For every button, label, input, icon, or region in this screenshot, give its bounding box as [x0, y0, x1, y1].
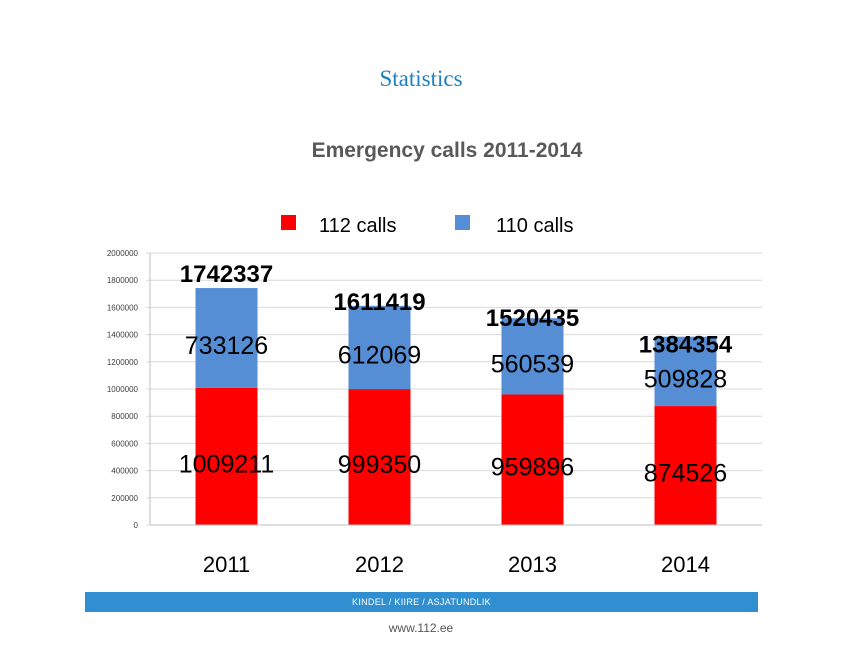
legend-swatch-112 [281, 215, 296, 230]
data-label-112-2013: 959896 [491, 454, 574, 482]
legend-label-110: 110 calls [496, 215, 573, 237]
bar-110-calls-2012 [348, 305, 411, 390]
y-tick-label: 0 [134, 521, 139, 530]
x-tick-label-2012: 2012 [355, 552, 404, 577]
bar-112-calls-2012 [348, 389, 411, 525]
y-tick-label: 400000 [111, 467, 138, 476]
legend-swatch-110 [455, 215, 470, 230]
data-label-112-2011: 1009211 [179, 450, 274, 478]
bar-112-calls-2014 [654, 406, 717, 525]
data-label-112-2014: 874526 [644, 460, 727, 488]
y-tick-label: 1200000 [107, 358, 139, 367]
bar-112-calls-2011 [195, 387, 258, 525]
data-label-110-2012: 612069 [338, 341, 421, 369]
data-label-total-2014: 1384354 [639, 332, 733, 359]
bar-112-calls-2013 [501, 394, 564, 525]
y-tick-label: 1800000 [107, 276, 139, 285]
footer-slogan-band: KINDEL / KIIRE / ASJATUNDLIK [85, 592, 758, 612]
data-label-110-2014: 509828 [644, 365, 727, 393]
y-tick-label: 2000000 [107, 249, 139, 258]
chart-bars [195, 288, 717, 525]
y-tick-label: 600000 [111, 439, 138, 448]
x-tick-label-2014: 2014 [661, 552, 710, 577]
y-tick-label: 200000 [111, 494, 138, 503]
data-label-110-2011: 733126 [185, 332, 268, 360]
page-title: Statistics [379, 66, 463, 91]
y-tick-label: 1600000 [107, 303, 139, 312]
y-tick-label: 1000000 [107, 385, 139, 394]
bar-110-calls-2011 [195, 288, 258, 388]
chart-title: Emergency calls 2011-2014 [312, 139, 583, 162]
legend-label-112: 112 calls [319, 215, 396, 237]
y-tick-label: 1400000 [107, 331, 139, 340]
data-label-112-2012: 999350 [338, 451, 421, 479]
x-tick-label-2011: 2011 [203, 552, 250, 577]
stacked-bar-chart: Emergency calls 2011-2014 112 calls 110 c… [107, 139, 762, 577]
x-tick-label-2013: 2013 [508, 552, 557, 577]
bar-110-calls-2014 [654, 336, 717, 407]
data-label-total-2011: 1742337 [180, 261, 273, 288]
x-axis: 2011 2012 2013 2014 [150, 524, 762, 577]
bar-110-calls-2013 [501, 318, 564, 395]
data-label-total-2013: 1520435 [486, 305, 579, 332]
chart-data-labels: 1009211 733126 1742337 999350 612069 1611419 9… [179, 261, 733, 487]
y-axis: 0 200000 400000 600000 800000 1000000 1200000 1… [107, 249, 151, 530]
chart-legend: 112 calls 110 calls [281, 215, 573, 237]
y-tick-label: 800000 [111, 412, 138, 421]
footer-url: www.112.ee [388, 621, 454, 635]
data-label-110-2013: 560539 [491, 350, 574, 378]
data-label-total-2012: 1611419 [333, 289, 425, 316]
